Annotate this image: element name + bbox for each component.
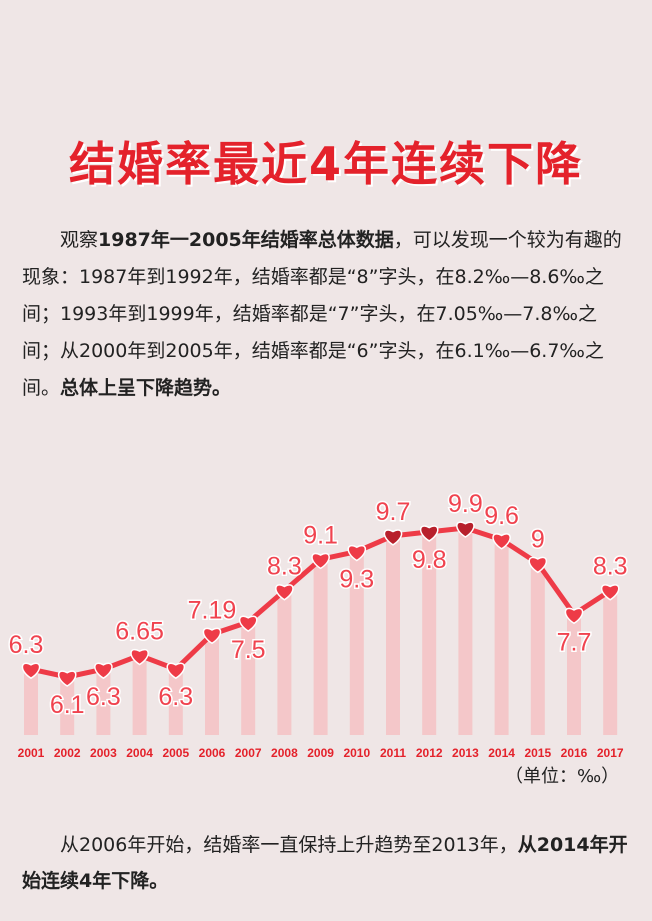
page-title: 结婚率最近4年连续下降 (68, 137, 583, 191)
intro-text-1: 观察 (60, 229, 99, 251)
data-label-2013: 9.9 (448, 490, 483, 518)
data-label-2017: 8.3 (593, 553, 628, 581)
intro-bold-2: 总体上呈下降趋势。 (60, 377, 232, 399)
marker-2012 (419, 525, 439, 542)
data-label-2016: 7.7 (557, 628, 592, 656)
bar-2003 (96, 669, 111, 735)
marker-2011 (383, 529, 403, 546)
conclusion-bold: 从2014年开始连续4年下降。 (22, 834, 628, 892)
data-label-2002: 6.1 (50, 691, 85, 719)
marker-2005 (166, 662, 186, 680)
bar-2009 (313, 559, 328, 735)
marker-2001 (21, 662, 41, 680)
bar-2006 (205, 634, 219, 735)
bar-2016 (567, 614, 581, 735)
x-tick-label-2003: 2003 (90, 746, 117, 760)
marker-2015 (528, 556, 548, 574)
data-label-2001: 6.3 (9, 631, 44, 659)
x-tick-label-2017: 2017 (597, 746, 624, 760)
marker-2016 (564, 607, 584, 625)
marker-2009 (311, 552, 330, 570)
marker-2002 (57, 670, 77, 687)
bar-2011 (386, 535, 400, 735)
bar-2014 (494, 539, 509, 735)
bar-2017 (603, 590, 618, 735)
marker-2006 (202, 627, 222, 645)
data-label-2008: 8.3 (267, 553, 302, 581)
data-label-2010: 9.3 (339, 566, 374, 594)
marriage-rate-chart: 6.36.1 6.36.656.37.197.58.39.19.39.79.89.… (7, 489, 629, 761)
bar-2004 (132, 655, 147, 735)
marker-2007 (238, 615, 258, 633)
data-label-2009: 9.1 (303, 521, 338, 549)
bar-2002 (60, 677, 75, 735)
marker-2017 (600, 584, 620, 601)
x-tick-label-2008: 2008 (271, 746, 298, 760)
x-tick-label-2011: 2011 (380, 746, 406, 760)
marker-2004 (130, 648, 149, 666)
x-tick-label-2016: 2016 (561, 746, 588, 760)
data-label-2004: 6.65 (115, 617, 164, 645)
x-tick-label-2012: 2012 (416, 746, 443, 760)
intro-bold-1: 1987年一2005年结婚率总体数据 (98, 229, 394, 251)
intro-text-2: ，可以发现一个较为有趣的现象：1987年到1992年，结婚率都是“8”字头，在8… (22, 229, 622, 399)
data-label-2006: 7.19 (188, 596, 237, 624)
conclusion-paragraph: 从2006年开始，结婚率一直保持上升趋势至2013年，从2014年开始连续4年下… (22, 827, 632, 899)
intro-paragraph: 观察1987年一2005年结婚率总体数据，可以发现一个较为有趣的现象：1987年… (22, 222, 632, 407)
data-label-2011: 9.7 (376, 498, 411, 526)
data-label-2005: 6.3 (158, 683, 193, 711)
data-label-2003: 6.3 (86, 683, 121, 711)
x-tick-label-2009: 2009 (307, 746, 334, 760)
unit-label: （单位：‰） (505, 766, 620, 787)
bar-2015 (530, 563, 545, 735)
bar-2010 (349, 551, 364, 735)
bar-2005 (168, 669, 183, 735)
bar-2012 (422, 531, 437, 735)
x-tick-label-2015: 2015 (524, 746, 551, 760)
x-tick-label-2006: 2006 (199, 746, 226, 760)
marker-2003 (94, 662, 113, 680)
marker-2008 (275, 584, 294, 601)
bar-2007 (241, 622, 256, 735)
x-tick-label-2004: 2004 (126, 746, 153, 760)
data-label-2015: 9 (531, 525, 545, 553)
x-tick-label-2002: 2002 (54, 746, 81, 760)
marker-2013 (456, 521, 475, 538)
x-tick-label-2007: 2007 (235, 746, 262, 760)
marker-2010 (347, 545, 367, 562)
marker-2014 (492, 533, 511, 550)
bar-2001 (24, 669, 38, 735)
bar-2008 (277, 590, 292, 735)
conclusion-text: 从2006年开始，结婚率一直保持上升趋势至2013年， (60, 834, 518, 856)
bar-2013 (458, 528, 473, 735)
data-label-2012: 9.8 (412, 546, 447, 574)
x-tick-label-2013: 2013 (452, 746, 479, 760)
data-label-2014: 9.6 (484, 502, 519, 530)
x-tick-label-2014: 2014 (488, 746, 515, 760)
x-tick-label-2005: 2005 (162, 746, 189, 760)
x-tick-label-2001: 2001 (18, 746, 45, 760)
data-label-2007: 7.5 (231, 636, 266, 664)
x-tick-label-2010: 2010 (343, 746, 370, 760)
